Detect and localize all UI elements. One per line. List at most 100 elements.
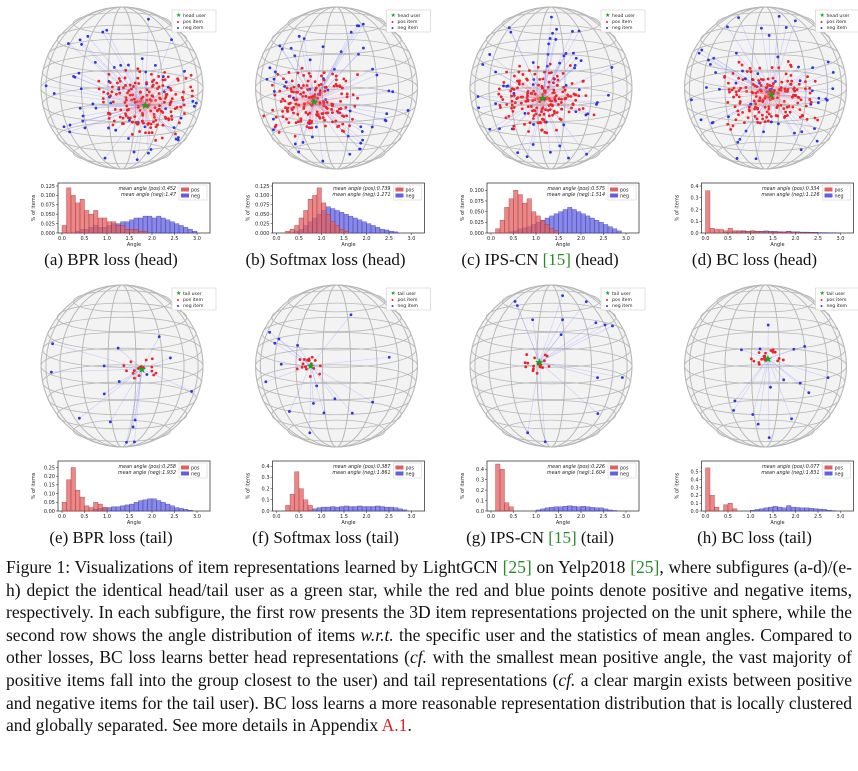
legend-pos-text: pos <box>620 466 629 471</box>
legend-pos-label: pos item <box>612 19 632 25</box>
pos-item-point <box>561 90 565 94</box>
neg-bar <box>388 230 394 234</box>
appendix-link[interactable]: A.1 <box>381 715 408 736</box>
pos-link <box>771 94 810 100</box>
neg-item-point <box>554 38 558 41</box>
pos-item-point <box>745 89 748 93</box>
pos-link <box>303 75 315 102</box>
pos-bar <box>97 503 103 512</box>
pos-item-point <box>746 116 750 119</box>
neg-item-point <box>339 50 343 54</box>
pos-item-point <box>766 93 770 96</box>
neg-link <box>759 348 769 359</box>
y-tick-label: 0.05 <box>44 500 55 506</box>
pos-item-point <box>158 104 161 108</box>
y-tick-label: 0.050 <box>470 209 484 215</box>
neg-link <box>712 94 772 123</box>
pos-link <box>297 101 315 115</box>
unit-sphere-plot: ★ <box>469 6 633 170</box>
pos-item-point <box>107 116 111 120</box>
citation-25[interactable]: [25] <box>502 557 532 577</box>
pos-item-point <box>139 99 142 103</box>
pos-item-point <box>124 68 128 72</box>
pos-item-point <box>526 99 530 103</box>
neg-link <box>757 358 769 425</box>
pos-item-point <box>497 87 501 91</box>
pos-item-point <box>771 76 775 80</box>
pos-bar <box>70 467 76 512</box>
pos-item-point <box>755 117 759 121</box>
pos-item-point <box>137 82 141 85</box>
pos-item-point <box>335 84 339 88</box>
neg-item-point <box>506 84 510 88</box>
pos-link <box>145 104 149 124</box>
citation-25[interactable]: [25] <box>630 557 660 577</box>
unit-sphere-plot: ★ <box>255 6 418 170</box>
neg-item-point <box>476 95 480 98</box>
pos-item-point <box>149 122 153 126</box>
pos-link <box>103 91 146 106</box>
pos-item-point <box>540 110 543 114</box>
legend-neg-swatch <box>824 471 833 476</box>
pos-link <box>518 71 543 99</box>
neg-item-point <box>192 104 196 108</box>
pos-link <box>145 104 150 133</box>
pos-link <box>762 94 772 116</box>
pos-item-point <box>169 100 173 103</box>
pos-link <box>309 101 315 114</box>
legend-pos-swatch <box>395 465 404 470</box>
sphere-longitude <box>259 284 414 448</box>
pos-link <box>771 90 795 95</box>
pos-item-point <box>331 111 334 115</box>
pos-item-point <box>502 80 506 84</box>
pos-link <box>771 89 794 95</box>
neg-item-point <box>385 112 389 116</box>
mean-angle-neg: mean angle (neg):1.932 <box>118 470 176 476</box>
pos-item-point <box>555 74 559 78</box>
x-tick-label: 1.5 <box>555 514 563 520</box>
pos-bar <box>705 467 711 512</box>
neg-link <box>92 103 146 106</box>
pos-item-point <box>804 87 807 91</box>
neg-link <box>503 85 543 99</box>
citation-15[interactable]: [15] <box>542 250 571 269</box>
pos-link <box>145 86 191 106</box>
mean-angle-pos: mean angle (pos):0.739 <box>333 186 391 192</box>
pos-link <box>771 94 807 107</box>
neg-link <box>539 324 606 363</box>
pos-link <box>145 94 167 106</box>
pos-link <box>756 86 772 95</box>
pos-link <box>771 94 812 103</box>
pos-link <box>293 86 315 102</box>
neg-bar <box>111 506 117 512</box>
citation-15[interactable]: [15] <box>548 528 577 547</box>
neg-bar <box>366 506 372 512</box>
neg-item-point <box>68 123 72 127</box>
legend-pos-label: pos item <box>183 297 203 303</box>
pos-item-point <box>311 94 315 98</box>
pos-link <box>542 81 583 99</box>
pos-item-point <box>726 81 730 85</box>
y-tick-label: 0.4 <box>691 184 699 190</box>
neg-link <box>771 94 815 129</box>
pos-link <box>128 104 146 118</box>
pos-item-point <box>577 108 581 111</box>
neg-item-point <box>531 61 535 64</box>
pos-item-point <box>786 88 790 91</box>
neg-link <box>54 93 146 106</box>
neg-link <box>95 62 146 106</box>
pos-item-point <box>315 110 319 114</box>
pos-item-point <box>543 353 547 357</box>
neg-link <box>145 65 156 105</box>
x-tick-label: 3.0 <box>837 514 845 520</box>
neg-link <box>691 94 772 101</box>
pos-item-point <box>153 115 156 119</box>
pos-link <box>760 85 772 95</box>
pos-link <box>145 76 159 105</box>
neg-bar <box>165 503 171 512</box>
pos-item-point <box>765 110 769 114</box>
neg-item-point <box>798 79 802 83</box>
neg-item-point <box>574 110 578 114</box>
sphere-legend <box>600 9 646 33</box>
pos-item-point <box>306 113 310 116</box>
